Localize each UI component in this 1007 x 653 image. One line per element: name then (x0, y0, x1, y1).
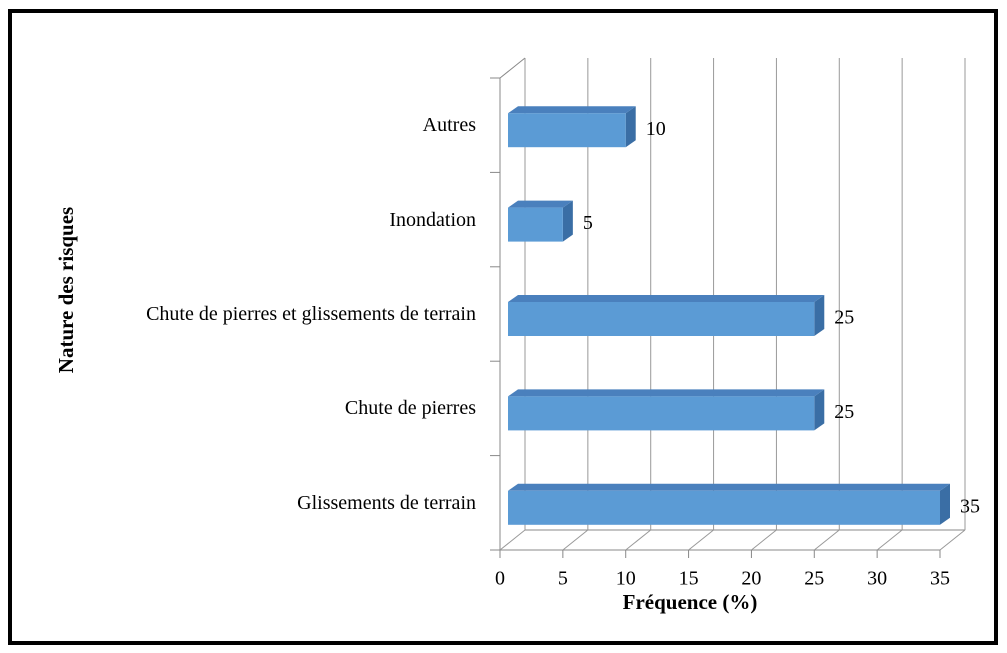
y-tick-label: Chute de pierres (344, 397, 476, 420)
grid-line (562, 529, 589, 551)
grid-line (939, 529, 966, 551)
value-label: 25 (834, 401, 854, 423)
bar (508, 483, 950, 525)
bar (508, 295, 825, 336)
bar (508, 106, 636, 148)
bar-front (508, 113, 626, 148)
grid-line (813, 529, 840, 551)
bar-top (508, 389, 825, 397)
bar-side (562, 200, 573, 242)
y-tick-label: Chute de pierres et glissements de terra… (146, 303, 476, 325)
x-tick-label: 0 (495, 568, 505, 590)
left-wall (499, 57, 526, 79)
bar-top (508, 200, 573, 208)
bar-front (508, 490, 940, 525)
grid-line (625, 529, 652, 551)
grid-line (751, 529, 777, 551)
bar (508, 200, 573, 242)
bar (508, 389, 825, 431)
bar-top (508, 295, 825, 302)
x-tick-label: 30 (867, 568, 887, 590)
bar-front (508, 396, 815, 431)
y-tick-label: Glissements de terrain (297, 491, 476, 514)
value-label: 35 (960, 495, 980, 517)
bar-side (814, 389, 825, 431)
x-axis-title: Fréquence (%) (623, 590, 758, 614)
value-label: 25 (834, 307, 854, 329)
bar-side (814, 295, 825, 336)
y-tick-label: Autres (422, 114, 476, 137)
x-tick-label: 20 (741, 568, 761, 590)
grid-line (499, 529, 526, 551)
x-tick-label: 25 (804, 568, 824, 590)
y-tick-label: Inondation (389, 208, 476, 231)
x-tick-label: 5 (558, 568, 568, 590)
bar-top (508, 106, 636, 114)
bar-front (508, 302, 815, 336)
value-label: 10 (646, 118, 666, 140)
frame (8, 9, 998, 645)
bar-front (508, 207, 563, 242)
x-tick-label: 10 (616, 568, 636, 590)
value-label: 5 (583, 212, 593, 234)
y-axis-title: Nature des risques (54, 207, 78, 373)
x-tick-label: 15 (679, 568, 699, 590)
grid-line (876, 529, 903, 551)
bar-side (940, 483, 950, 525)
bar-side (625, 106, 636, 148)
grid-line (688, 529, 714, 551)
bar-top (508, 483, 950, 491)
x-tick-label: 35 (930, 568, 950, 590)
